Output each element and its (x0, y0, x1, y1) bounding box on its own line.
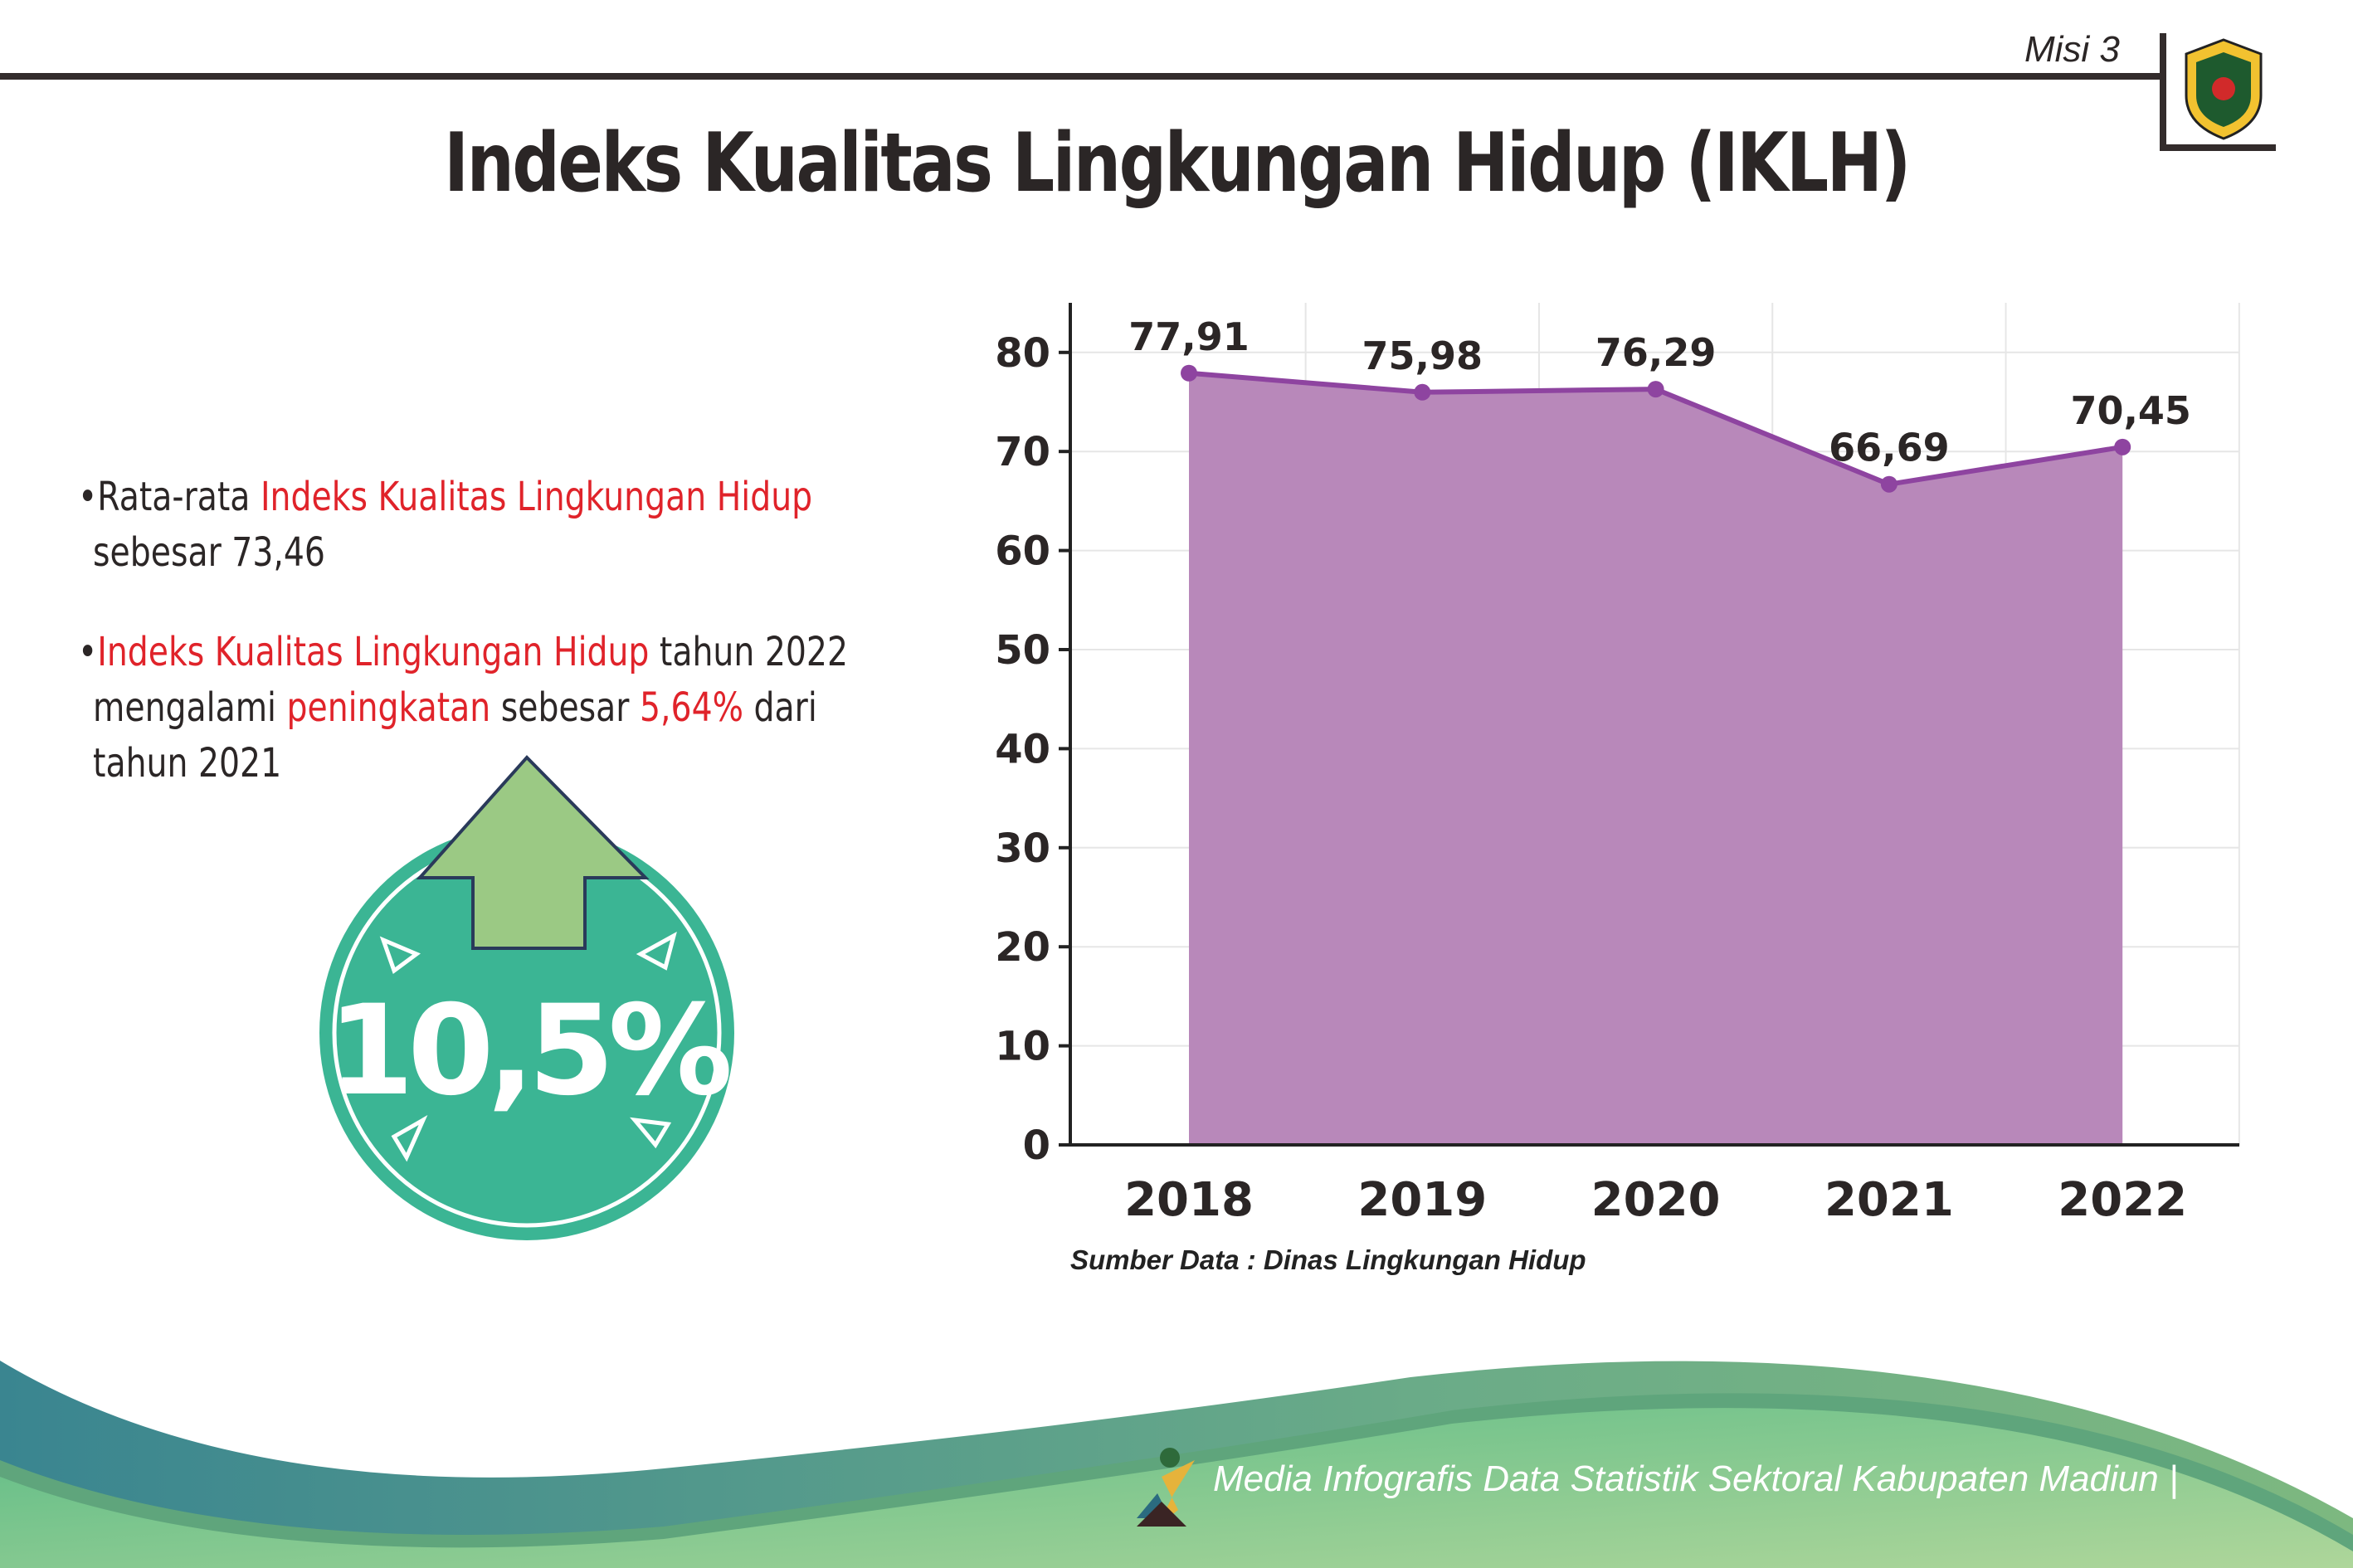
madiun-crest-logo (2185, 38, 2263, 140)
y-tick-label: 10 (995, 1024, 1050, 1070)
y-tick-label: 20 (995, 924, 1050, 971)
data-point (1414, 383, 1431, 401)
data-point (1880, 475, 1898, 493)
data-point (2114, 438, 2131, 455)
footer-wave (0, 1361, 2353, 1568)
page-title: Indeks Kualitas Lingkungan Hidup (IKLH) (444, 116, 1911, 211)
x-tick-label: 2022 (2058, 1173, 2187, 1227)
header-rule (0, 73, 2161, 80)
arrow-up-icon (416, 755, 650, 950)
data-point (1181, 364, 1197, 382)
bullet-average: •Rata-rata Indeks Kualitas Lingkungan Hi… (78, 470, 812, 581)
bullet-text: •Rata-rata (78, 474, 261, 520)
badge-circle (319, 825, 734, 1240)
data-label: 66,69 (1829, 426, 1950, 470)
bullet-increase: •Indeks Kualitas Lingkungan Hidup tahun … (78, 625, 848, 791)
bullet-text: tahun 2021 (93, 740, 282, 786)
data-point (1647, 381, 1664, 398)
sparkle-icons (379, 932, 677, 1162)
y-tick-label: 0 (1023, 1122, 1050, 1169)
x-tick-label: 2018 (1124, 1173, 1254, 1227)
x-tick-label: 2019 (1357, 1173, 1487, 1227)
x-tick-label: 2021 (1824, 1173, 1954, 1227)
y-tick-label: 40 (995, 726, 1050, 772)
data-label: 70,45 (2070, 388, 2191, 433)
statistik-logo-icon (1137, 1448, 1195, 1527)
bullet-text: mengalami (93, 684, 287, 731)
bullet-text: sebesar (490, 684, 640, 731)
bullet-highlight: Indeks Kualitas Lingkungan Hidup (260, 474, 813, 520)
bullet-text: sebesar 73,46 (93, 529, 325, 576)
footer-tagline: Media Infografis Data Statistik Sektoral… (1213, 1458, 2179, 1499)
bullet-highlight: peningkatan (286, 684, 491, 731)
y-tick-label: 70 (995, 429, 1050, 475)
y-tick-label: 30 (995, 825, 1050, 872)
bullet-highlight: 5,64% (639, 684, 744, 731)
x-tick-label: 2020 (1591, 1173, 1721, 1227)
bullet-dot: • (78, 629, 98, 675)
data-label: 77,91 (1128, 314, 1250, 359)
mission-label: Misi 3 (2024, 29, 2120, 70)
data-label: 76,29 (1595, 330, 1717, 375)
y-tick-label: 50 (995, 627, 1050, 674)
bullet-text: tahun 2022 (649, 629, 848, 675)
increase-badge: 10,5% (319, 755, 736, 1240)
area-fill (1189, 373, 2123, 1145)
bullet-highlight: Indeks Kualitas Lingkungan Hidup (97, 629, 650, 675)
y-tick-label: 80 (995, 330, 1050, 377)
bullet-text: dari (743, 684, 817, 731)
logo-frame (2160, 33, 2276, 151)
data-label: 75,98 (1362, 334, 1483, 378)
y-tick-label: 60 (995, 528, 1050, 575)
badge-value: 10,5% (328, 979, 729, 1123)
source-note: Sumber Data : Dinas Lingkungan Hidup (1070, 1244, 1586, 1275)
